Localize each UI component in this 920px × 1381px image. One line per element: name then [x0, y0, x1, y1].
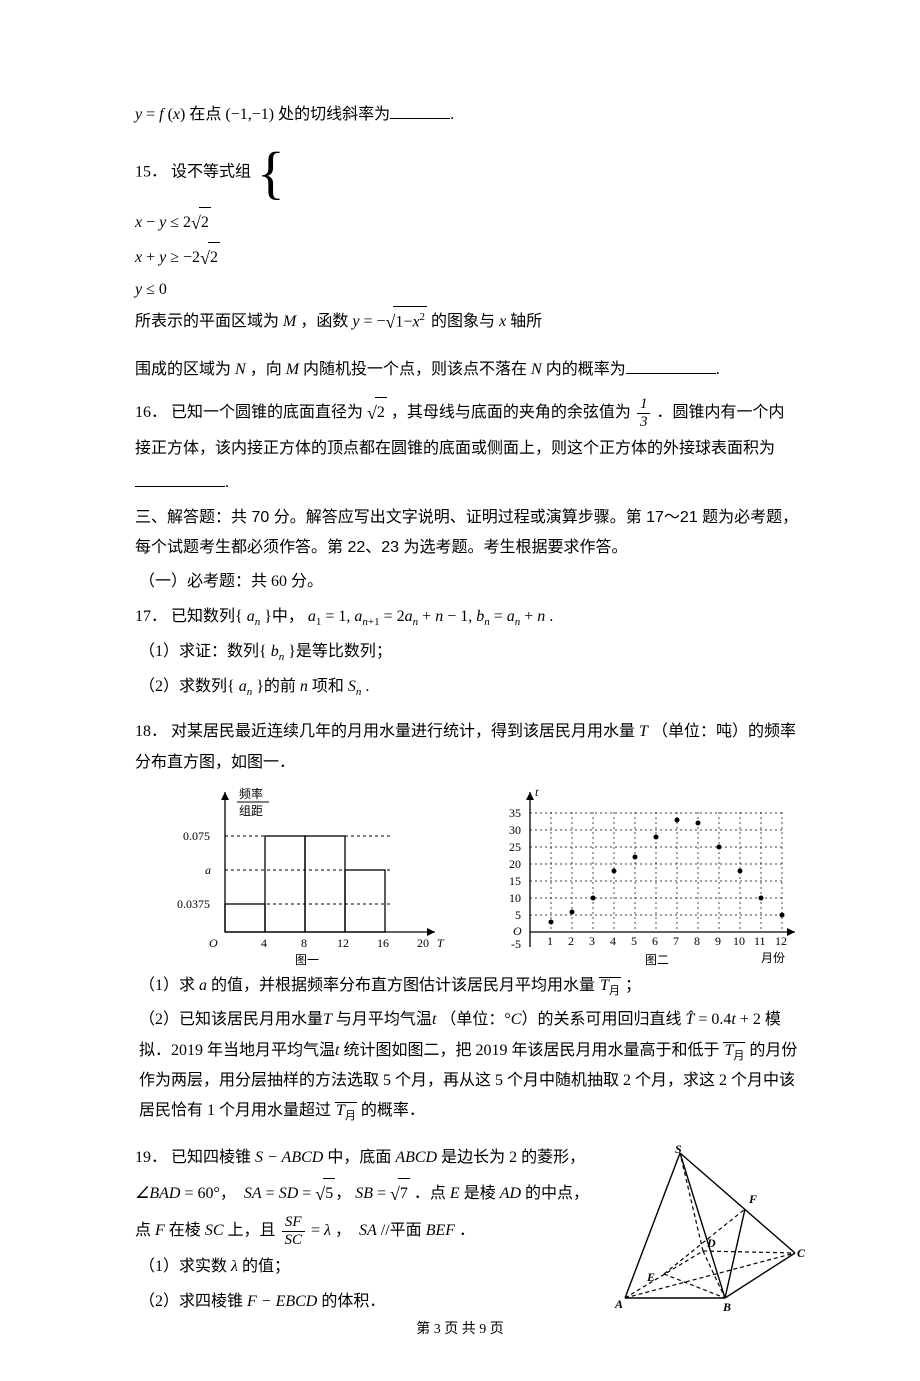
- q15-system: {: [257, 144, 287, 202]
- svg-text:8: 8: [301, 936, 307, 950]
- svg-text:月份: 月份: [761, 951, 785, 965]
- svg-text:25: 25: [509, 840, 521, 854]
- q16-sqrt2: √2: [367, 396, 387, 430]
- svg-text:35: 35: [509, 806, 521, 820]
- q16-t3: ．圆锥内有一个内: [656, 404, 784, 421]
- svg-text:3: 3: [589, 934, 595, 948]
- q15-N: N: [235, 361, 246, 378]
- q15-mid4: 轴所: [510, 313, 542, 330]
- q18-p1-suffix: ；: [625, 977, 641, 994]
- svg-text:12: 12: [775, 934, 787, 948]
- q15-suffix: .: [716, 361, 720, 378]
- svg-text:图二: 图二: [645, 953, 669, 967]
- svg-text:1: 1: [547, 934, 553, 948]
- q18-p1-a: a: [199, 977, 207, 994]
- svg-text:T: T: [437, 936, 445, 950]
- q19-diagram: S A B C D E F: [605, 1143, 805, 1313]
- svg-text:0.0375: 0.0375: [177, 897, 210, 911]
- svg-text:频率: 频率: [239, 786, 263, 801]
- svg-text:11: 11: [754, 934, 766, 948]
- svg-text:10: 10: [733, 934, 745, 948]
- svg-text:20: 20: [417, 936, 429, 950]
- q15-x: x: [499, 313, 506, 330]
- fig2-scatter: t: [495, 782, 805, 967]
- svg-text:15: 15: [509, 874, 521, 888]
- q16-blank: [135, 470, 225, 487]
- svg-text:0.075: 0.075: [183, 829, 210, 843]
- fig1-histogram: 频率 组距 0.075 a 0.0375 O 4 8: [165, 782, 455, 967]
- svg-text:E: E: [646, 1270, 655, 1284]
- svg-text:4: 4: [610, 934, 616, 948]
- svg-text:20: 20: [509, 857, 521, 871]
- svg-text:a: a: [205, 863, 211, 877]
- q16-suffix: .: [225, 474, 229, 491]
- svg-text:F: F: [748, 1192, 757, 1206]
- q14-blank: [390, 102, 450, 119]
- svg-text:组距: 组距: [239, 804, 263, 818]
- q18-stem: 对某居民最近连续几年的月用水量进行统计，得到该居民月用水量: [171, 723, 635, 740]
- svg-text:S: S: [675, 1143, 682, 1156]
- q15-blank: [626, 357, 716, 374]
- q15-M: M: [283, 313, 296, 330]
- q15-l2b: ，向: [250, 361, 282, 378]
- svg-text:9: 9: [715, 934, 721, 948]
- svg-text:10: 10: [509, 891, 521, 905]
- svg-text:12: 12: [337, 936, 349, 950]
- q18-Tbar: T月: [599, 977, 621, 997]
- svg-text:7: 7: [673, 934, 679, 948]
- q16-t2: ，其母线与底面的夹角的余弦值为: [391, 404, 631, 421]
- svg-text:16: 16: [377, 936, 389, 950]
- q15-mid1: 所表示的平面区域为: [135, 313, 279, 330]
- q16-num: 16．: [135, 404, 167, 421]
- q15-lead: 设不等式组: [171, 164, 251, 181]
- q18-p2: （2）已知该居民月用水量T 与月平均气温t （单位：°C）的关系可用回归直线 T…: [135, 1005, 805, 1127]
- q14-text: 在点: [189, 106, 221, 123]
- svg-text:O: O: [513, 924, 522, 938]
- q15-l2c: 内随机投一个点，则该点不落在: [303, 361, 527, 378]
- q19-num: 19．: [135, 1149, 167, 1166]
- q15-mid3: 的图象与: [431, 313, 499, 330]
- svg-text:8: 8: [694, 934, 700, 948]
- sec3-title: 三、解答题：共 70 分。解答应写出文字说明、证明过程或演算步骤。第 17～21…: [135, 503, 805, 564]
- q16-frac: 13: [637, 397, 651, 430]
- q15-M2: M: [286, 361, 299, 378]
- q15-mid2: ，函数: [300, 313, 352, 330]
- svg-text:D: D: [706, 1236, 716, 1250]
- q19-p1: （1）求实数 λ 的值；: [135, 1252, 597, 1282]
- q15-N2: N: [531, 361, 542, 378]
- q15-l2d: 内的概率为: [546, 361, 626, 378]
- q18-num: 18．: [135, 723, 167, 740]
- svg-text:4: 4: [261, 936, 267, 950]
- q18-T: T: [639, 723, 648, 740]
- q17-num: 17．: [135, 608, 167, 625]
- q15-num: 15．: [135, 164, 167, 181]
- q18-p1a: （1）求: [139, 977, 195, 994]
- q18-p1b: 的值，并根据频率分布直方图估计该居民月平均用水量: [211, 977, 595, 994]
- q17-stem: 已知数列{ an }中，: [171, 608, 304, 625]
- sec3-sub: （一）必考题：共 60 分。: [135, 567, 805, 597]
- svg-text:图一: 图一: [295, 953, 319, 967]
- svg-text:C: C: [797, 1246, 805, 1260]
- svg-text:6: 6: [652, 934, 658, 948]
- svg-text:A: A: [614, 1297, 623, 1311]
- q14-suffix: .: [450, 106, 454, 123]
- svg-text:-5: -5: [511, 937, 521, 951]
- q17-p2: （2）求数列{ an }的前 n 项和 Sn .: [135, 672, 805, 703]
- svg-text:2: 2: [568, 934, 574, 948]
- q14-text2: 处的切线斜率为: [278, 106, 390, 123]
- q17-p1: （1）求证：数列{ bn }是等比数列；: [135, 637, 805, 668]
- q16-l2: 接正方体，该内接正方体的顶点都在圆锥的底面或侧面上，则这个正方体的外接球表面积为: [135, 440, 775, 457]
- q19-frac: SFSC: [282, 1215, 306, 1248]
- q15-l2a: 围成的区域为: [135, 361, 231, 378]
- q16-t1: 已知一个圆锥的底面直径为: [171, 404, 363, 421]
- svg-text:5: 5: [631, 934, 637, 948]
- svg-text:30: 30: [509, 823, 521, 837]
- page-footer: 第 3 页 共 9 页: [0, 1317, 920, 1344]
- svg-text:O: O: [209, 936, 218, 950]
- svg-text:t: t: [535, 785, 539, 799]
- svg-text:5: 5: [515, 908, 521, 922]
- q19-p2: （2）求四棱锥 F − EBCD 的体积．: [135, 1287, 597, 1317]
